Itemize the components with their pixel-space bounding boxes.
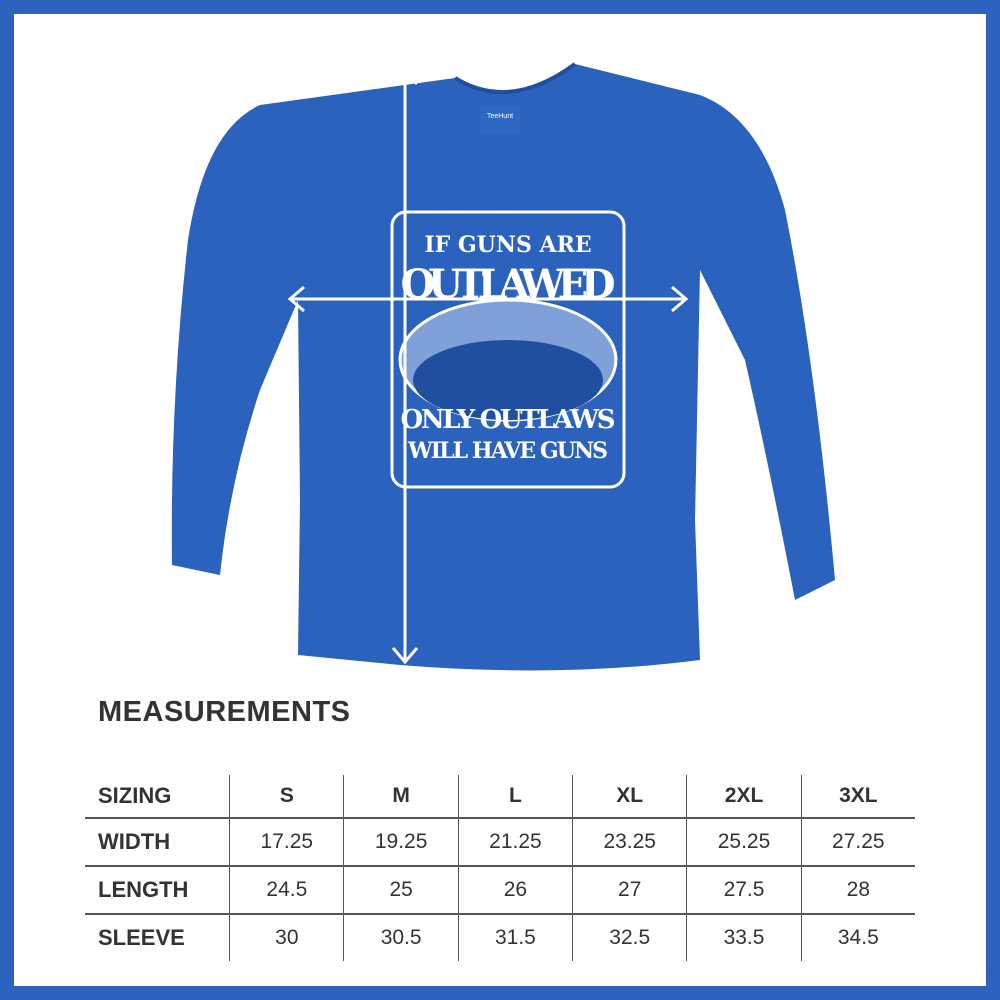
table-cell: 34.5 — [800, 915, 915, 961]
table-cell: 26 — [457, 867, 572, 913]
row-label: WIDTH — [98, 829, 171, 854]
table-header-row: SIZING S M L XL 2XL 3XL — [85, 775, 915, 817]
brand-tag — [480, 105, 520, 135]
header-cell: M — [343, 775, 457, 817]
size-chart-table: SIZING S M L XL 2XL 3XL WIDTH 17.25 19.2… — [85, 775, 915, 961]
table-cell: 27.25 — [800, 819, 915, 865]
table-cell: 30.5 — [343, 915, 457, 961]
table-row: SLEEVE 30 30.5 31.5 32.5 33.5 34.5 — [85, 913, 915, 961]
table-cell: 31.5 — [457, 915, 572, 961]
table-cell: 25 — [343, 867, 457, 913]
row-label: SLEEVE — [98, 925, 185, 950]
brand-tag-text: TeeHunt — [487, 113, 513, 120]
header-cell: XL — [572, 775, 686, 817]
table-row: LENGTH 24.5 25 26 27 27.5 28 — [85, 865, 915, 913]
header-cell: S — [229, 775, 343, 817]
print-line1: IF GUNS ARE — [424, 232, 591, 258]
shirt-image: TeeHunt IF GUNS ARE OUTLAWED ONLY OUTLAW… — [171, 62, 836, 671]
table-cell: 21.25 — [457, 819, 572, 865]
row-label: LENGTH — [98, 877, 189, 902]
header-cell: SIZING — [98, 783, 172, 808]
table-cell: 28 — [800, 867, 915, 913]
table-cell: 17.25 — [229, 819, 343, 865]
header-cell: L — [457, 775, 572, 817]
shirt-print: IF GUNS ARE OUTLAWED ONLY OUTLAWS WILL H… — [390, 210, 626, 489]
print-line3: ONLY OUTLAWS — [401, 405, 616, 435]
header-cell: 2XL — [686, 775, 800, 817]
measurements-title: MEASUREMENTS — [98, 696, 351, 728]
header-cell: 3XL — [800, 775, 915, 817]
table-cell: 32.5 — [572, 915, 686, 961]
table-cell: 33.5 — [686, 915, 800, 961]
table-cell: 23.25 — [572, 819, 686, 865]
print-line4: WILL HAVE GUNS — [407, 438, 608, 464]
table-cell: 19.25 — [343, 819, 457, 865]
table-cell: 27.5 — [686, 867, 800, 913]
width-arrow-icon — [287, 285, 689, 313]
table-row: WIDTH 17.25 19.25 21.25 23.25 25.25 27.2… — [85, 817, 915, 865]
length-arrow-icon — [391, 67, 419, 665]
table-cell: 30 — [229, 915, 343, 961]
table-cell: 25.25 — [686, 819, 800, 865]
table-cell: 27 — [572, 867, 686, 913]
table-cell: 24.5 — [229, 867, 343, 913]
